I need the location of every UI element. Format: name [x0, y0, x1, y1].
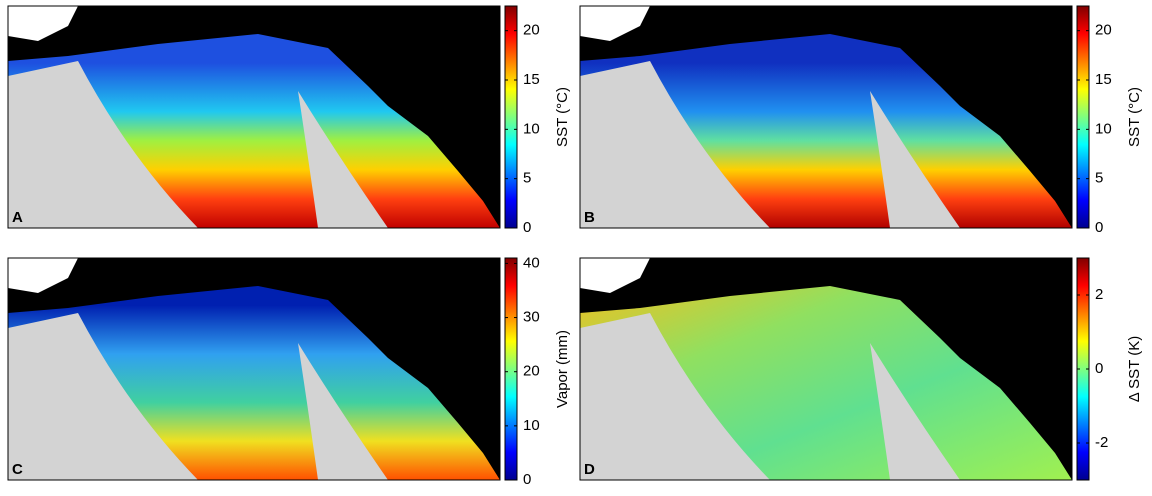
colorbar-tick-label: 0 [523, 471, 531, 488]
colorbar-tick-label: 20 [523, 22, 540, 39]
panel: B 0 5 10 15 20 SST (°C) [579, 5, 1143, 236]
colorbar-tick-label: 5 [523, 170, 531, 187]
map-frame [7, 257, 501, 481]
panel-label: A [12, 209, 23, 226]
colorbar-tick-label: 0 [1095, 360, 1103, 377]
panel: D -2 0 2 Δ SST (K) [579, 257, 1143, 481]
swath-gap [580, 313, 770, 480]
colorbar-tick-label: 0 [1095, 219, 1103, 236]
panel-label: C [12, 461, 23, 478]
colorbar [504, 5, 518, 229]
swath-gap [298, 343, 388, 480]
colorbar-tick-label: 2 [1095, 286, 1103, 303]
colorbar-tick-label: -2 [1095, 434, 1108, 451]
colorbar-tick-label: 10 [523, 120, 540, 137]
colorbar-tick-label: 30 [523, 309, 540, 326]
map-frame [7, 5, 501, 229]
colorbar-label: SST (°C) [1126, 87, 1143, 147]
colorbar-tick-label: 10 [523, 417, 540, 434]
colorbar-tick-label: 20 [1095, 22, 1112, 39]
ice [8, 6, 78, 41]
colorbar-label: Δ SST (K) [1126, 336, 1143, 402]
colorbar-tick-label: 10 [1095, 120, 1112, 137]
map-frame [579, 257, 1073, 481]
panel: A 0 5 10 15 20 SST (°C) [7, 5, 571, 236]
swath-gap [870, 343, 960, 480]
colorbar [1076, 5, 1090, 229]
colorbar-tick-label: 20 [523, 363, 540, 380]
colorbar-tick-label: 15 [1095, 71, 1112, 88]
ice [580, 258, 650, 293]
ice [8, 258, 78, 293]
panel: C 0 10 20 30 40 Vapor (mm) [7, 254, 571, 488]
swath-gap [580, 61, 770, 228]
swath-gap [8, 313, 198, 480]
colorbar-label: SST (°C) [554, 87, 571, 147]
colorbar-tick-label: 40 [523, 254, 540, 271]
colorbar-tick-label: 15 [523, 71, 540, 88]
ice [580, 6, 650, 41]
map-frame [579, 5, 1073, 229]
swath-gap [870, 91, 960, 228]
panel-label: D [584, 461, 595, 478]
colorbar-label: Vapor (mm) [554, 330, 571, 408]
colorbar [504, 257, 518, 481]
colorbar-tick-label: 0 [523, 219, 531, 236]
panel-label: B [584, 209, 595, 226]
colorbar-tick-label: 5 [1095, 170, 1103, 187]
swath-gap [298, 91, 388, 228]
swath-gap [8, 61, 198, 228]
